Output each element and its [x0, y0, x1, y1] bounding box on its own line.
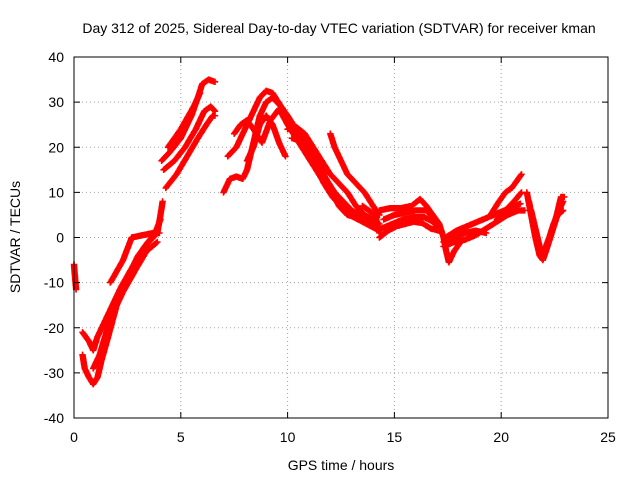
y-tick-label: 40: [48, 49, 64, 65]
data-point-markers: [493, 189, 525, 223]
data-point-markers: [79, 216, 164, 354]
x-tick-label: 0: [70, 429, 78, 445]
data-point-markers: [378, 214, 443, 232]
data-point-markers: [107, 229, 163, 286]
data-point-markers: [70, 261, 80, 293]
x-tick-label: 20: [493, 429, 509, 445]
data-point-markers: [90, 238, 161, 372]
series-track-20: [380, 207, 439, 223]
y-tick-label: 20: [48, 139, 64, 155]
series-track-8: [164, 89, 204, 151]
chart-title: Day 312 of 2025, Sidereal Day-to-day VTE…: [82, 20, 595, 36]
y-tick-label: 10: [48, 184, 64, 200]
data-point-markers: [243, 112, 289, 164]
series-track-14: [288, 135, 372, 223]
y-tick-label: 30: [48, 94, 64, 110]
y-tick-label: -20: [44, 320, 64, 336]
x-tick-label: 5: [177, 429, 185, 445]
y-tick-label: -30: [44, 365, 64, 381]
series-track-12: [243, 112, 289, 164]
series-track-6: [160, 103, 219, 173]
data-point-markers: [288, 135, 372, 223]
series-track-0: [70, 261, 80, 293]
series-track-16: [359, 202, 383, 237]
y-tick-label: 0: [56, 230, 64, 246]
data-point-markers: [162, 112, 219, 192]
data-point-markers: [164, 89, 204, 151]
x-tick-label: 10: [280, 429, 296, 445]
x-tick-label: 15: [387, 429, 403, 445]
data-points: [70, 76, 568, 388]
x-axis-label: GPS time / hours: [288, 457, 395, 473]
x-tick-label: 25: [600, 429, 616, 445]
data-point-markers: [380, 207, 439, 223]
y-tick-label: -40: [44, 410, 64, 426]
series-track-28: [527, 193, 568, 259]
data-point-markers: [376, 218, 443, 241]
y-tick-label: -10: [44, 275, 64, 291]
series-track-4: [107, 229, 163, 286]
series-track-15: [327, 130, 383, 219]
data-point-markers: [527, 193, 568, 259]
series-track-19: [378, 214, 443, 232]
data-point-markers: [359, 202, 383, 237]
series-track-25: [493, 189, 525, 223]
series-track-22: [440, 207, 528, 250]
series-track-17: [376, 218, 443, 241]
data-point-markers: [327, 130, 383, 219]
y-axis-label: SDTVAR / TECUs: [7, 181, 23, 293]
data-point-markers: [440, 207, 528, 250]
series-track-2: [79, 216, 164, 354]
axis-ticks: 0 5 10 15 20 25 -40 -30 -20 -10 0 10 20 30 40: [44, 49, 616, 445]
series-track-24: [487, 171, 525, 219]
data-point-markers: [160, 103, 219, 173]
series-track-7: [162, 112, 219, 192]
series-track-3: [90, 238, 161, 372]
data-point-markers: [487, 171, 525, 219]
